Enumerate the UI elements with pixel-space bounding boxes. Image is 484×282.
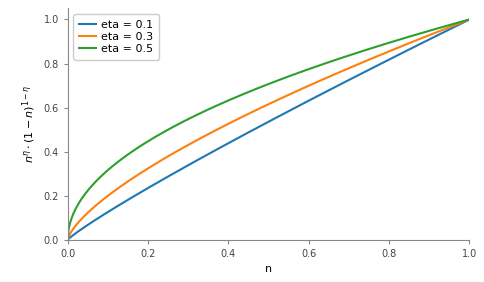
eta = 0.5: [467, 18, 472, 21]
eta = 0.5: [65, 238, 71, 241]
eta = 0.1: [256, 125, 261, 129]
eta = 0.1: [65, 238, 71, 241]
Line: eta = 0.1: eta = 0.1: [68, 19, 469, 240]
Legend: eta = 0.1, eta = 0.3, eta = 0.5: eta = 0.1, eta = 0.3, eta = 0.5: [73, 14, 159, 60]
eta = 0.5: [282, 76, 288, 80]
eta = 0.3: [256, 107, 261, 111]
eta = 0.1: [457, 23, 463, 26]
eta = 0.3: [258, 106, 264, 109]
eta = 0.5: [394, 39, 400, 42]
eta = 0.3: [457, 21, 463, 25]
eta = 0.3: [282, 95, 288, 98]
eta = 0.1: [282, 111, 288, 115]
X-axis label: n: n: [265, 264, 272, 274]
Line: eta = 0.5: eta = 0.5: [68, 19, 469, 240]
eta = 0.3: [304, 85, 310, 88]
eta = 0.1: [304, 100, 310, 103]
eta = 0.3: [467, 18, 472, 21]
eta = 0.1: [394, 54, 400, 57]
eta = 0.1: [258, 124, 264, 127]
eta = 0.3: [394, 47, 400, 50]
eta = 0.1: [467, 18, 472, 21]
eta = 0.5: [258, 85, 264, 89]
eta = 0.5: [256, 86, 261, 90]
eta = 0.5: [304, 68, 310, 72]
eta = 0.5: [457, 20, 463, 24]
Y-axis label: $n^{\eta}\cdot(1-n)^{1-\eta}$: $n^{\eta}\cdot(1-n)^{1-\eta}$: [20, 85, 38, 163]
eta = 0.3: [65, 238, 71, 241]
Line: eta = 0.3: eta = 0.3: [68, 19, 469, 240]
